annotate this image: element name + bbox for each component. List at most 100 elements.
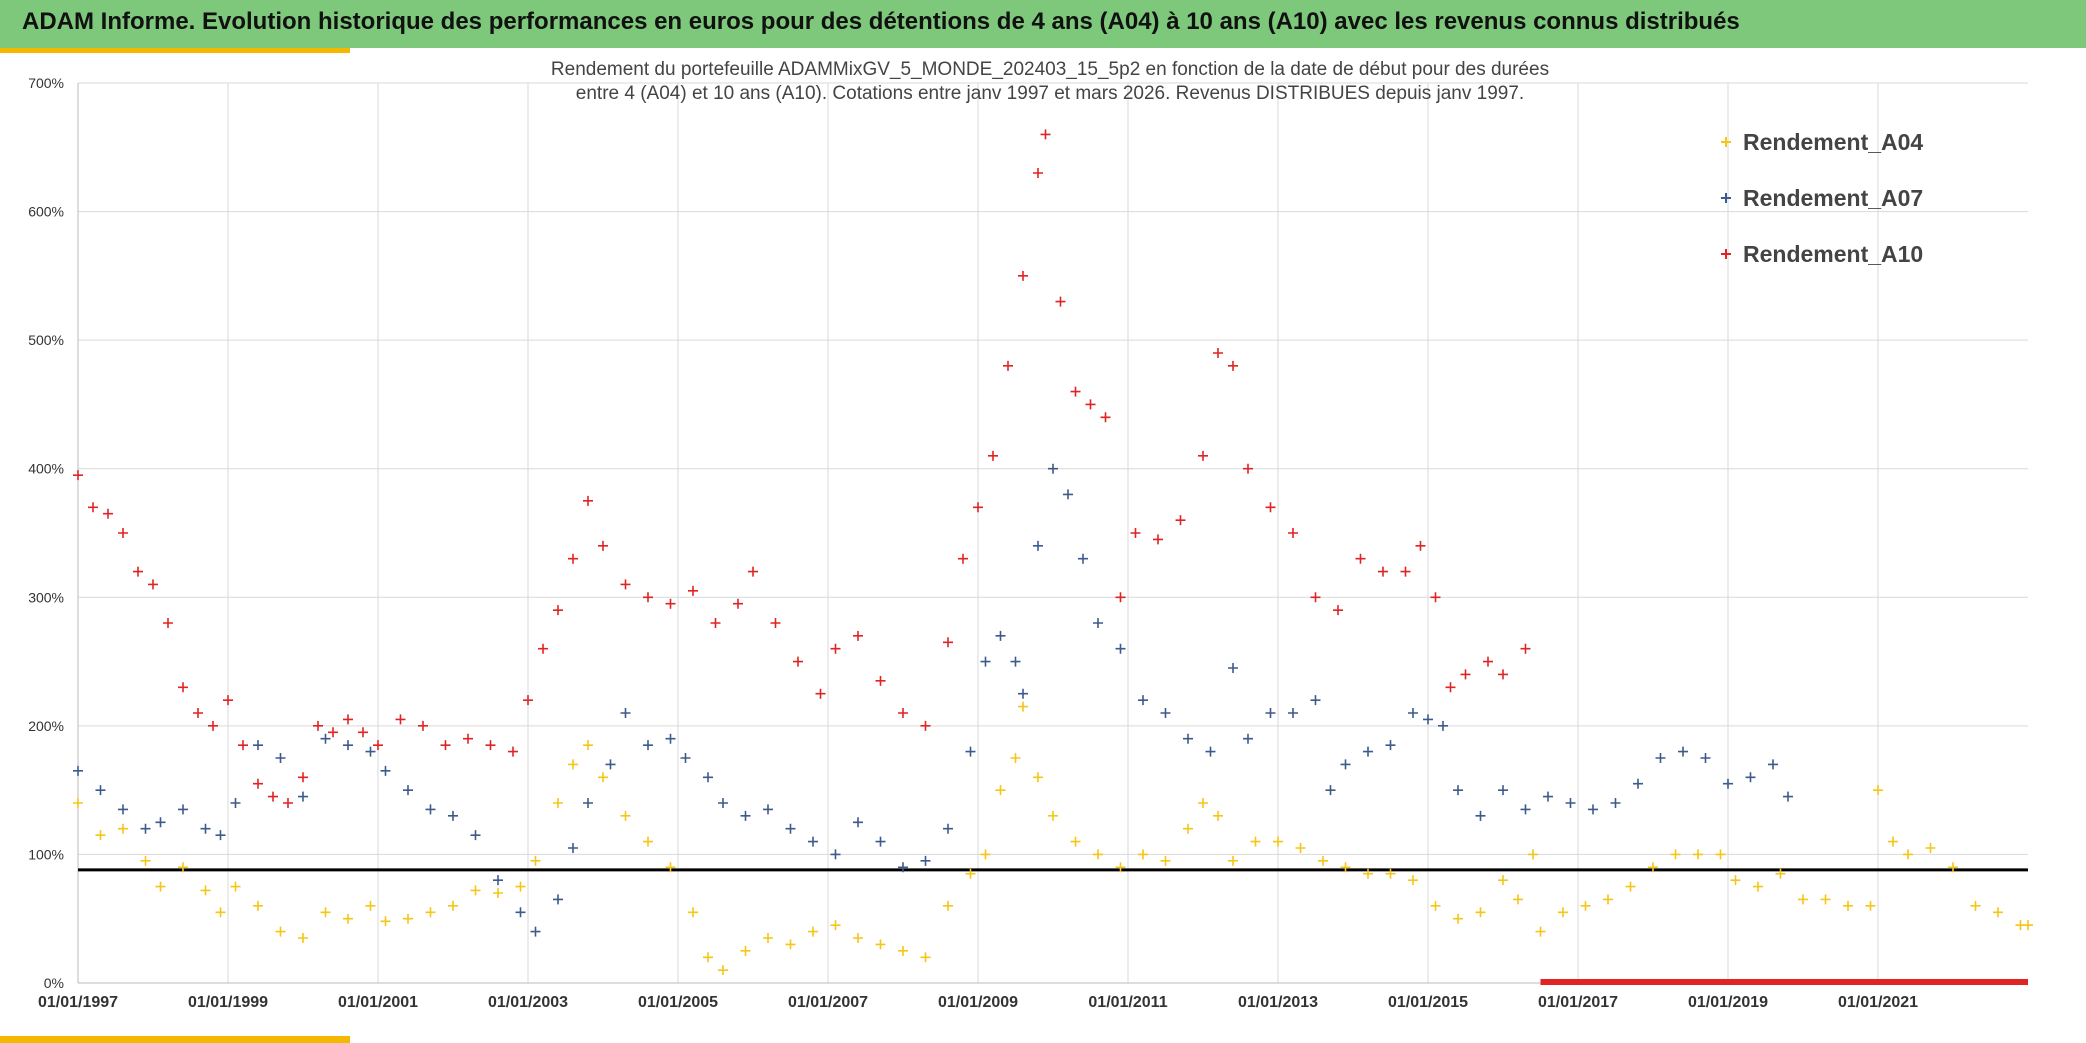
data-point (2023, 920, 2033, 931)
data-point (1265, 708, 1276, 718)
data-point (965, 868, 976, 879)
legend-marker (1721, 137, 1731, 147)
data-point (1183, 823, 1193, 834)
data-point (688, 907, 698, 918)
data-point (1250, 836, 1261, 847)
data-point (1318, 855, 1328, 866)
data-point (1498, 875, 1508, 886)
data-point (875, 939, 886, 950)
data-point (1198, 450, 1208, 461)
chart-series-layer (73, 129, 2033, 985)
data-point (1115, 862, 1126, 873)
data-point (973, 502, 983, 513)
data-point (995, 630, 1006, 641)
data-point (1820, 894, 1831, 905)
data-point (1310, 592, 1321, 603)
data-point (95, 830, 106, 841)
data-point (283, 798, 293, 808)
data-point (230, 798, 241, 808)
data-point (1385, 868, 1396, 879)
x-tick-label: 01/01/2021 (1838, 994, 1918, 1011)
data-point (155, 817, 166, 828)
chart-axis-labels: 0% 100% 200% 300% 400% 500% 600% 700% 01/01/1997… (28, 75, 1918, 1011)
data-point (1040, 129, 1051, 140)
data-point (118, 823, 128, 834)
data-point (1498, 785, 1508, 796)
data-point (373, 740, 383, 751)
data-point (298, 772, 308, 783)
data-point (358, 727, 368, 738)
data-point (1453, 913, 1463, 924)
data-point (268, 791, 278, 802)
legend-marker (1721, 193, 1731, 203)
data-point (1670, 849, 1681, 860)
accent-bar-bottom (0, 1036, 350, 1043)
data-point (733, 598, 743, 609)
data-point (583, 798, 593, 808)
data-point (1408, 708, 1418, 718)
x-tick-label: 01/01/2017 (1538, 994, 1618, 1011)
data-point (485, 740, 496, 751)
data-point (1453, 785, 1463, 796)
data-point (73, 765, 83, 776)
data-point (1213, 810, 1223, 821)
data-point (1003, 360, 1013, 371)
data-point (275, 753, 286, 763)
data-point (1408, 875, 1418, 886)
data-point (1070, 836, 1081, 847)
data-point (553, 894, 563, 905)
data-point (1475, 907, 1486, 918)
data-point (553, 605, 563, 616)
data-point (1363, 746, 1373, 757)
data-point (808, 926, 818, 937)
data-point (1873, 785, 1883, 796)
data-point (583, 495, 593, 506)
data-point (1543, 791, 1553, 802)
data-point (1415, 540, 1426, 551)
data-point (1130, 528, 1141, 538)
chart-grid (77, 82, 2028, 984)
data-point (1160, 708, 1171, 718)
data-point (1438, 720, 1448, 731)
data-point (1903, 849, 1913, 860)
data-point (1520, 643, 1531, 654)
data-point (365, 746, 376, 757)
data-point (253, 900, 263, 911)
data-point (965, 746, 976, 757)
data-point (1333, 605, 1343, 616)
data-point (1010, 753, 1021, 763)
data-point (1460, 669, 1471, 680)
data-point (1018, 701, 1028, 712)
data-point (523, 695, 533, 706)
data-point (538, 643, 548, 654)
data-point (920, 855, 931, 866)
x-tick-label: 01/01/2001 (338, 994, 418, 1011)
data-point (1633, 778, 1643, 789)
data-point (1753, 881, 1763, 892)
data-point (425, 907, 436, 918)
data-point (238, 740, 248, 751)
data-point (1888, 836, 1898, 847)
data-point (425, 804, 436, 815)
data-point (530, 926, 541, 937)
data-point (793, 656, 803, 667)
data-point (1093, 849, 1103, 860)
data-point (298, 791, 308, 802)
data-point (215, 907, 226, 918)
data-point (943, 637, 953, 648)
data-point (1205, 746, 1216, 757)
data-point (1115, 592, 1126, 603)
data-point (1198, 798, 1208, 808)
y-tick-label: 0% (44, 975, 64, 991)
data-point (1700, 753, 1711, 763)
data-point (403, 913, 413, 924)
data-point (1625, 881, 1636, 892)
data-point (1768, 759, 1778, 770)
data-point (785, 939, 796, 950)
data-point (1085, 399, 1096, 410)
data-point (1228, 360, 1238, 371)
data-point (853, 933, 863, 943)
data-point (1588, 804, 1598, 815)
data-point (1430, 592, 1441, 603)
data-point (898, 708, 908, 718)
